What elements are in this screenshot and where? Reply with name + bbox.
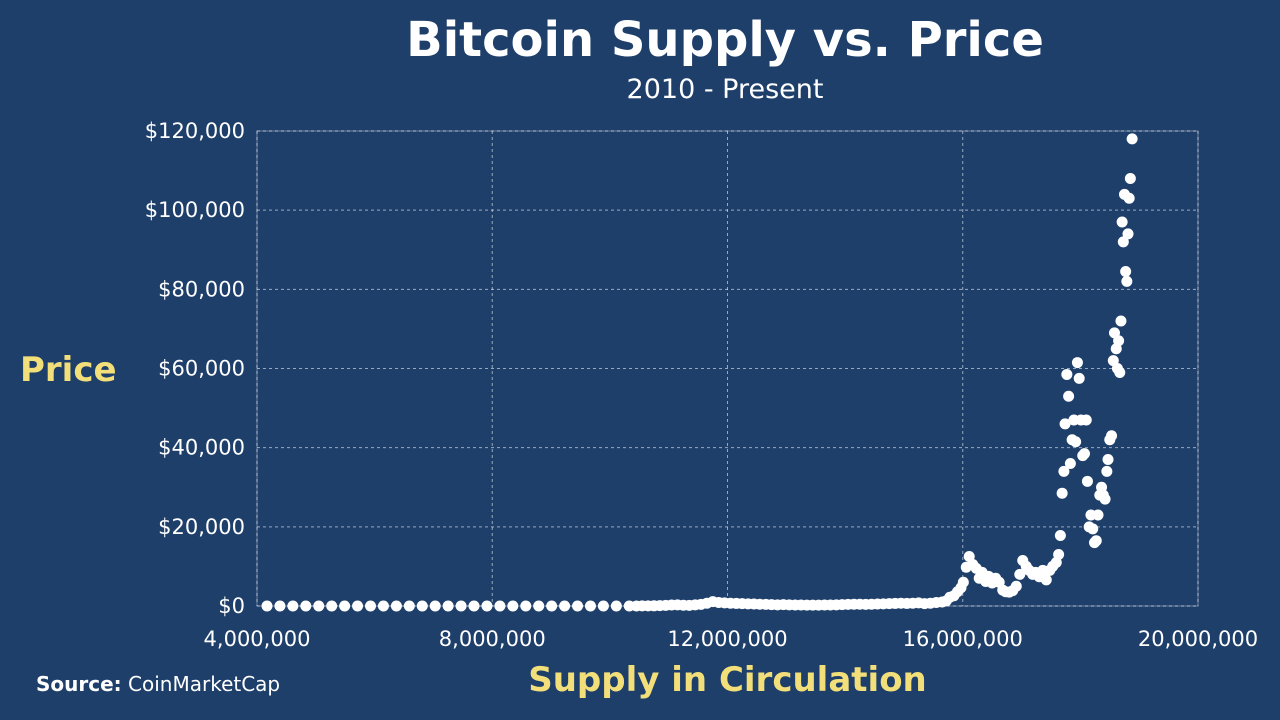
data-point	[1120, 266, 1132, 278]
data-point	[1073, 372, 1085, 384]
data-point	[559, 600, 571, 612]
x-tick-label: 8,000,000	[439, 627, 546, 651]
data-point	[1113, 335, 1125, 347]
data-point	[1064, 458, 1076, 469]
data-point	[1040, 574, 1052, 586]
data-point	[274, 600, 286, 612]
data-point	[1070, 436, 1082, 448]
data-point	[1101, 465, 1113, 477]
data-point	[1126, 133, 1138, 145]
x-axis-label: Supply in Circulation	[528, 660, 927, 700]
data-point	[494, 600, 506, 612]
data-point	[1117, 236, 1129, 248]
source-note: Source: CoinMarketCap	[36, 672, 280, 696]
grid-lines	[256, 130, 1199, 607]
data-point	[390, 600, 402, 612]
data-point	[546, 600, 558, 612]
data-point	[957, 576, 969, 588]
data-point	[1059, 418, 1071, 430]
data-point	[1080, 414, 1092, 426]
x-tick-label: 12,000,000	[667, 627, 787, 651]
data-point	[377, 600, 389, 612]
source-value: CoinMarketCap	[121, 672, 281, 696]
data-point	[300, 600, 312, 612]
data-point	[416, 600, 428, 612]
y-axis-label: Price	[20, 350, 117, 390]
data-point	[1014, 568, 1026, 580]
data-point	[455, 600, 467, 612]
data-point	[429, 600, 441, 612]
data-point	[1106, 430, 1118, 442]
y-tick-label: $120,000	[145, 119, 245, 143]
data-point	[1123, 192, 1135, 204]
x-tick-labels: 4,000,000 8,000,000 12,000,000 16,000,000 20…	[204, 627, 1259, 651]
data-point	[1116, 216, 1128, 228]
data-point	[1115, 315, 1127, 327]
data-point	[1121, 275, 1133, 287]
x-tick-label: 4,000,000	[204, 627, 311, 651]
data-point	[287, 600, 299, 612]
data-point	[1114, 366, 1126, 378]
data-point	[1092, 509, 1104, 521]
data-point	[507, 600, 519, 612]
data-point	[1102, 454, 1114, 466]
data-point	[1090, 535, 1102, 547]
data-point	[365, 600, 377, 612]
data-point	[261, 600, 273, 612]
data-point	[1061, 368, 1073, 380]
data-point	[313, 600, 325, 612]
y-tick-label: $40,000	[158, 436, 245, 460]
data-point	[468, 600, 480, 612]
data-point	[1056, 487, 1068, 499]
y-tick-labels: $0 $20,000 $40,000 $60,000 $80,000 $100,000 $1…	[145, 119, 245, 618]
data-point	[610, 600, 622, 612]
data-point	[442, 600, 454, 612]
data-point	[326, 600, 338, 612]
data-point	[1053, 549, 1065, 561]
data-points	[261, 133, 1138, 612]
y-tick-label: $0	[218, 594, 245, 618]
data-point	[352, 600, 364, 612]
data-point	[1087, 523, 1099, 535]
x-tick-label: 16,000,000	[903, 627, 1023, 651]
data-point	[1010, 580, 1022, 592]
data-point	[1058, 465, 1070, 477]
y-tick-label: $20,000	[158, 515, 245, 539]
data-point	[597, 600, 609, 612]
chart-title: Bitcoin Supply vs. Price	[406, 12, 1044, 68]
chart-subtitle: 2010 - Present	[626, 74, 824, 105]
data-point	[572, 600, 584, 612]
data-point	[339, 600, 351, 612]
source-label: Source:	[36, 672, 122, 696]
data-point	[1063, 390, 1075, 402]
data-point	[520, 600, 532, 612]
data-point	[584, 600, 596, 612]
data-point	[481, 600, 493, 612]
data-point	[1071, 357, 1083, 369]
y-tick-label: $80,000	[158, 277, 245, 301]
data-point	[533, 600, 545, 612]
data-point	[1081, 475, 1093, 487]
y-tick-label: $100,000	[145, 198, 245, 222]
data-point	[1122, 228, 1134, 240]
data-point	[1124, 173, 1136, 184]
data-point	[403, 600, 415, 612]
data-point	[1099, 493, 1111, 505]
x-tick-label: 20,000,000	[1138, 627, 1258, 651]
y-tick-label: $60,000	[158, 357, 245, 381]
data-point	[1054, 530, 1066, 542]
data-point	[1078, 448, 1090, 460]
